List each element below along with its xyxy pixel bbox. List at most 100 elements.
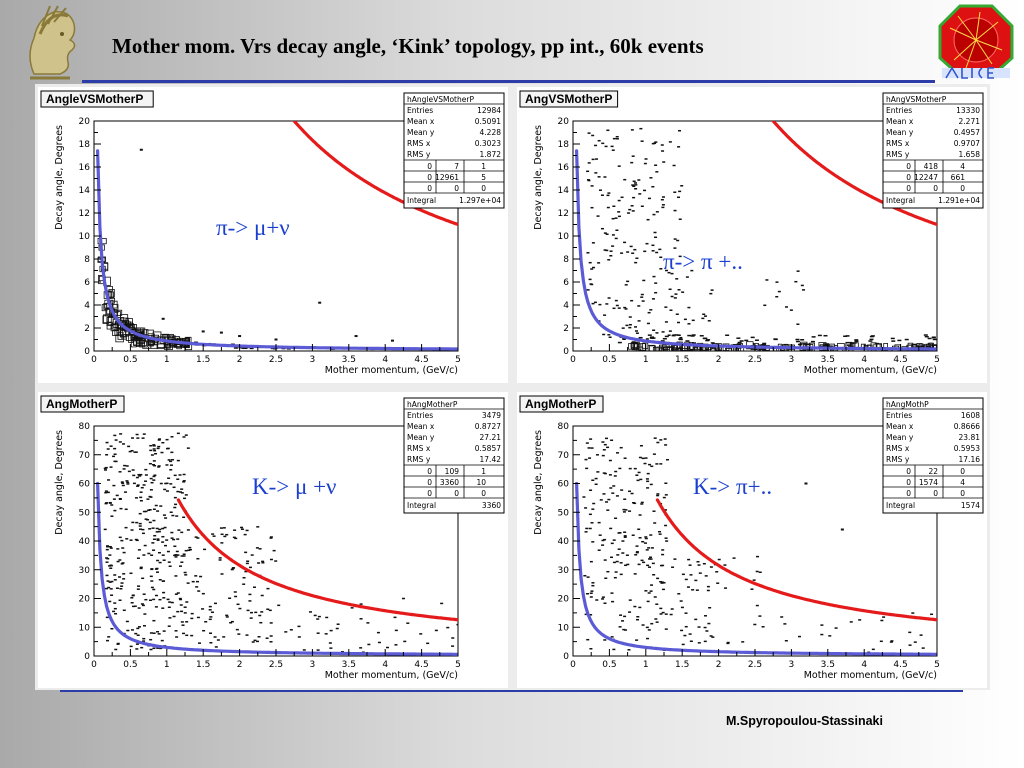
y-tick-label: 8 — [563, 255, 569, 265]
data-point — [119, 433, 123, 435]
data-point — [624, 308, 628, 310]
overflow-cell: 0 — [906, 489, 911, 498]
data-point — [603, 559, 607, 561]
overflow-cell: 7 — [454, 162, 459, 171]
data-point — [794, 280, 798, 283]
y-tick-label: 0 — [84, 347, 90, 357]
data-point — [658, 531, 662, 533]
data-point — [669, 613, 673, 616]
data-point — [251, 641, 255, 643]
data-point — [584, 613, 588, 616]
data-point — [109, 564, 113, 567]
data-point — [673, 297, 677, 299]
data-point — [232, 536, 236, 539]
data-point — [164, 517, 168, 519]
data-point — [646, 322, 650, 325]
data-point — [687, 306, 691, 309]
data-point — [634, 182, 638, 184]
x-tick-label: 2 — [237, 355, 243, 365]
data-point — [763, 304, 767, 307]
data-point — [401, 597, 405, 600]
data-point — [650, 465, 654, 468]
data-point — [879, 640, 883, 643]
data-point — [664, 494, 668, 496]
data-point — [120, 481, 124, 483]
data-point — [134, 497, 138, 499]
data-point — [667, 334, 671, 336]
data-point — [113, 602, 117, 604]
data-point — [854, 340, 859, 343]
data-point — [179, 598, 183, 601]
data-point — [647, 592, 651, 594]
data-point — [641, 540, 645, 543]
data-point — [185, 601, 189, 603]
data-point — [150, 568, 154, 570]
y-tick-label: 40 — [79, 537, 91, 547]
data-point — [171, 514, 175, 517]
data-point — [624, 509, 628, 511]
data-point — [652, 275, 656, 278]
data-point — [125, 620, 129, 623]
data-point — [386, 646, 390, 649]
data-point — [110, 594, 114, 596]
data-point — [716, 582, 720, 584]
data-point — [113, 509, 117, 512]
data-point — [253, 639, 257, 642]
data-point — [256, 526, 260, 528]
data-point — [618, 626, 622, 628]
x-tick-label: 1.5 — [196, 660, 210, 670]
data-point — [820, 624, 824, 626]
data-point — [105, 561, 109, 563]
data-point — [619, 562, 623, 564]
data-point — [130, 597, 134, 599]
data-point — [329, 647, 333, 649]
data-point — [220, 533, 224, 536]
overflow-cell: 0 — [427, 173, 432, 182]
data-point — [667, 271, 671, 274]
kinematic-curve-high — [176, 498, 458, 622]
overflow-cell: 0 — [960, 184, 965, 193]
stats-value: 17.42 — [480, 455, 502, 464]
data-point — [113, 434, 117, 437]
data-point — [138, 512, 142, 515]
overflow-cell: 0 — [454, 489, 459, 498]
data-point — [284, 631, 288, 633]
data-point — [335, 627, 339, 630]
data-point — [316, 649, 320, 651]
data-point — [654, 164, 658, 167]
data-point — [120, 582, 124, 584]
data-point — [148, 462, 152, 465]
data-point — [671, 334, 676, 337]
data-point — [172, 615, 176, 618]
data-point — [230, 568, 234, 571]
x-tick-label: 5 — [934, 660, 940, 670]
data-point — [655, 211, 659, 213]
data-point — [680, 348, 688, 351]
data-point — [152, 445, 156, 447]
data-point — [144, 468, 148, 471]
stats-label: Integral — [407, 196, 436, 205]
data-point — [340, 651, 344, 653]
data-point — [242, 576, 246, 579]
data-point — [639, 444, 643, 447]
overflow-cell: 0 — [906, 478, 911, 487]
data-point — [653, 596, 657, 598]
data-point — [663, 438, 667, 440]
data-point — [223, 535, 227, 538]
data-point — [601, 539, 605, 542]
data-point — [622, 338, 627, 340]
data-point — [890, 337, 895, 340]
data-point — [590, 447, 594, 449]
data-point — [590, 283, 594, 286]
data-point — [601, 544, 605, 546]
data-point — [177, 529, 181, 531]
data-point — [600, 194, 604, 196]
data-point — [635, 551, 639, 554]
data-point — [904, 338, 909, 341]
data-point — [628, 316, 632, 318]
data-point — [619, 614, 623, 616]
kinematic-curve-high — [292, 121, 458, 227]
data-point — [597, 176, 601, 178]
data-point — [662, 582, 666, 584]
data-point — [161, 607, 165, 609]
